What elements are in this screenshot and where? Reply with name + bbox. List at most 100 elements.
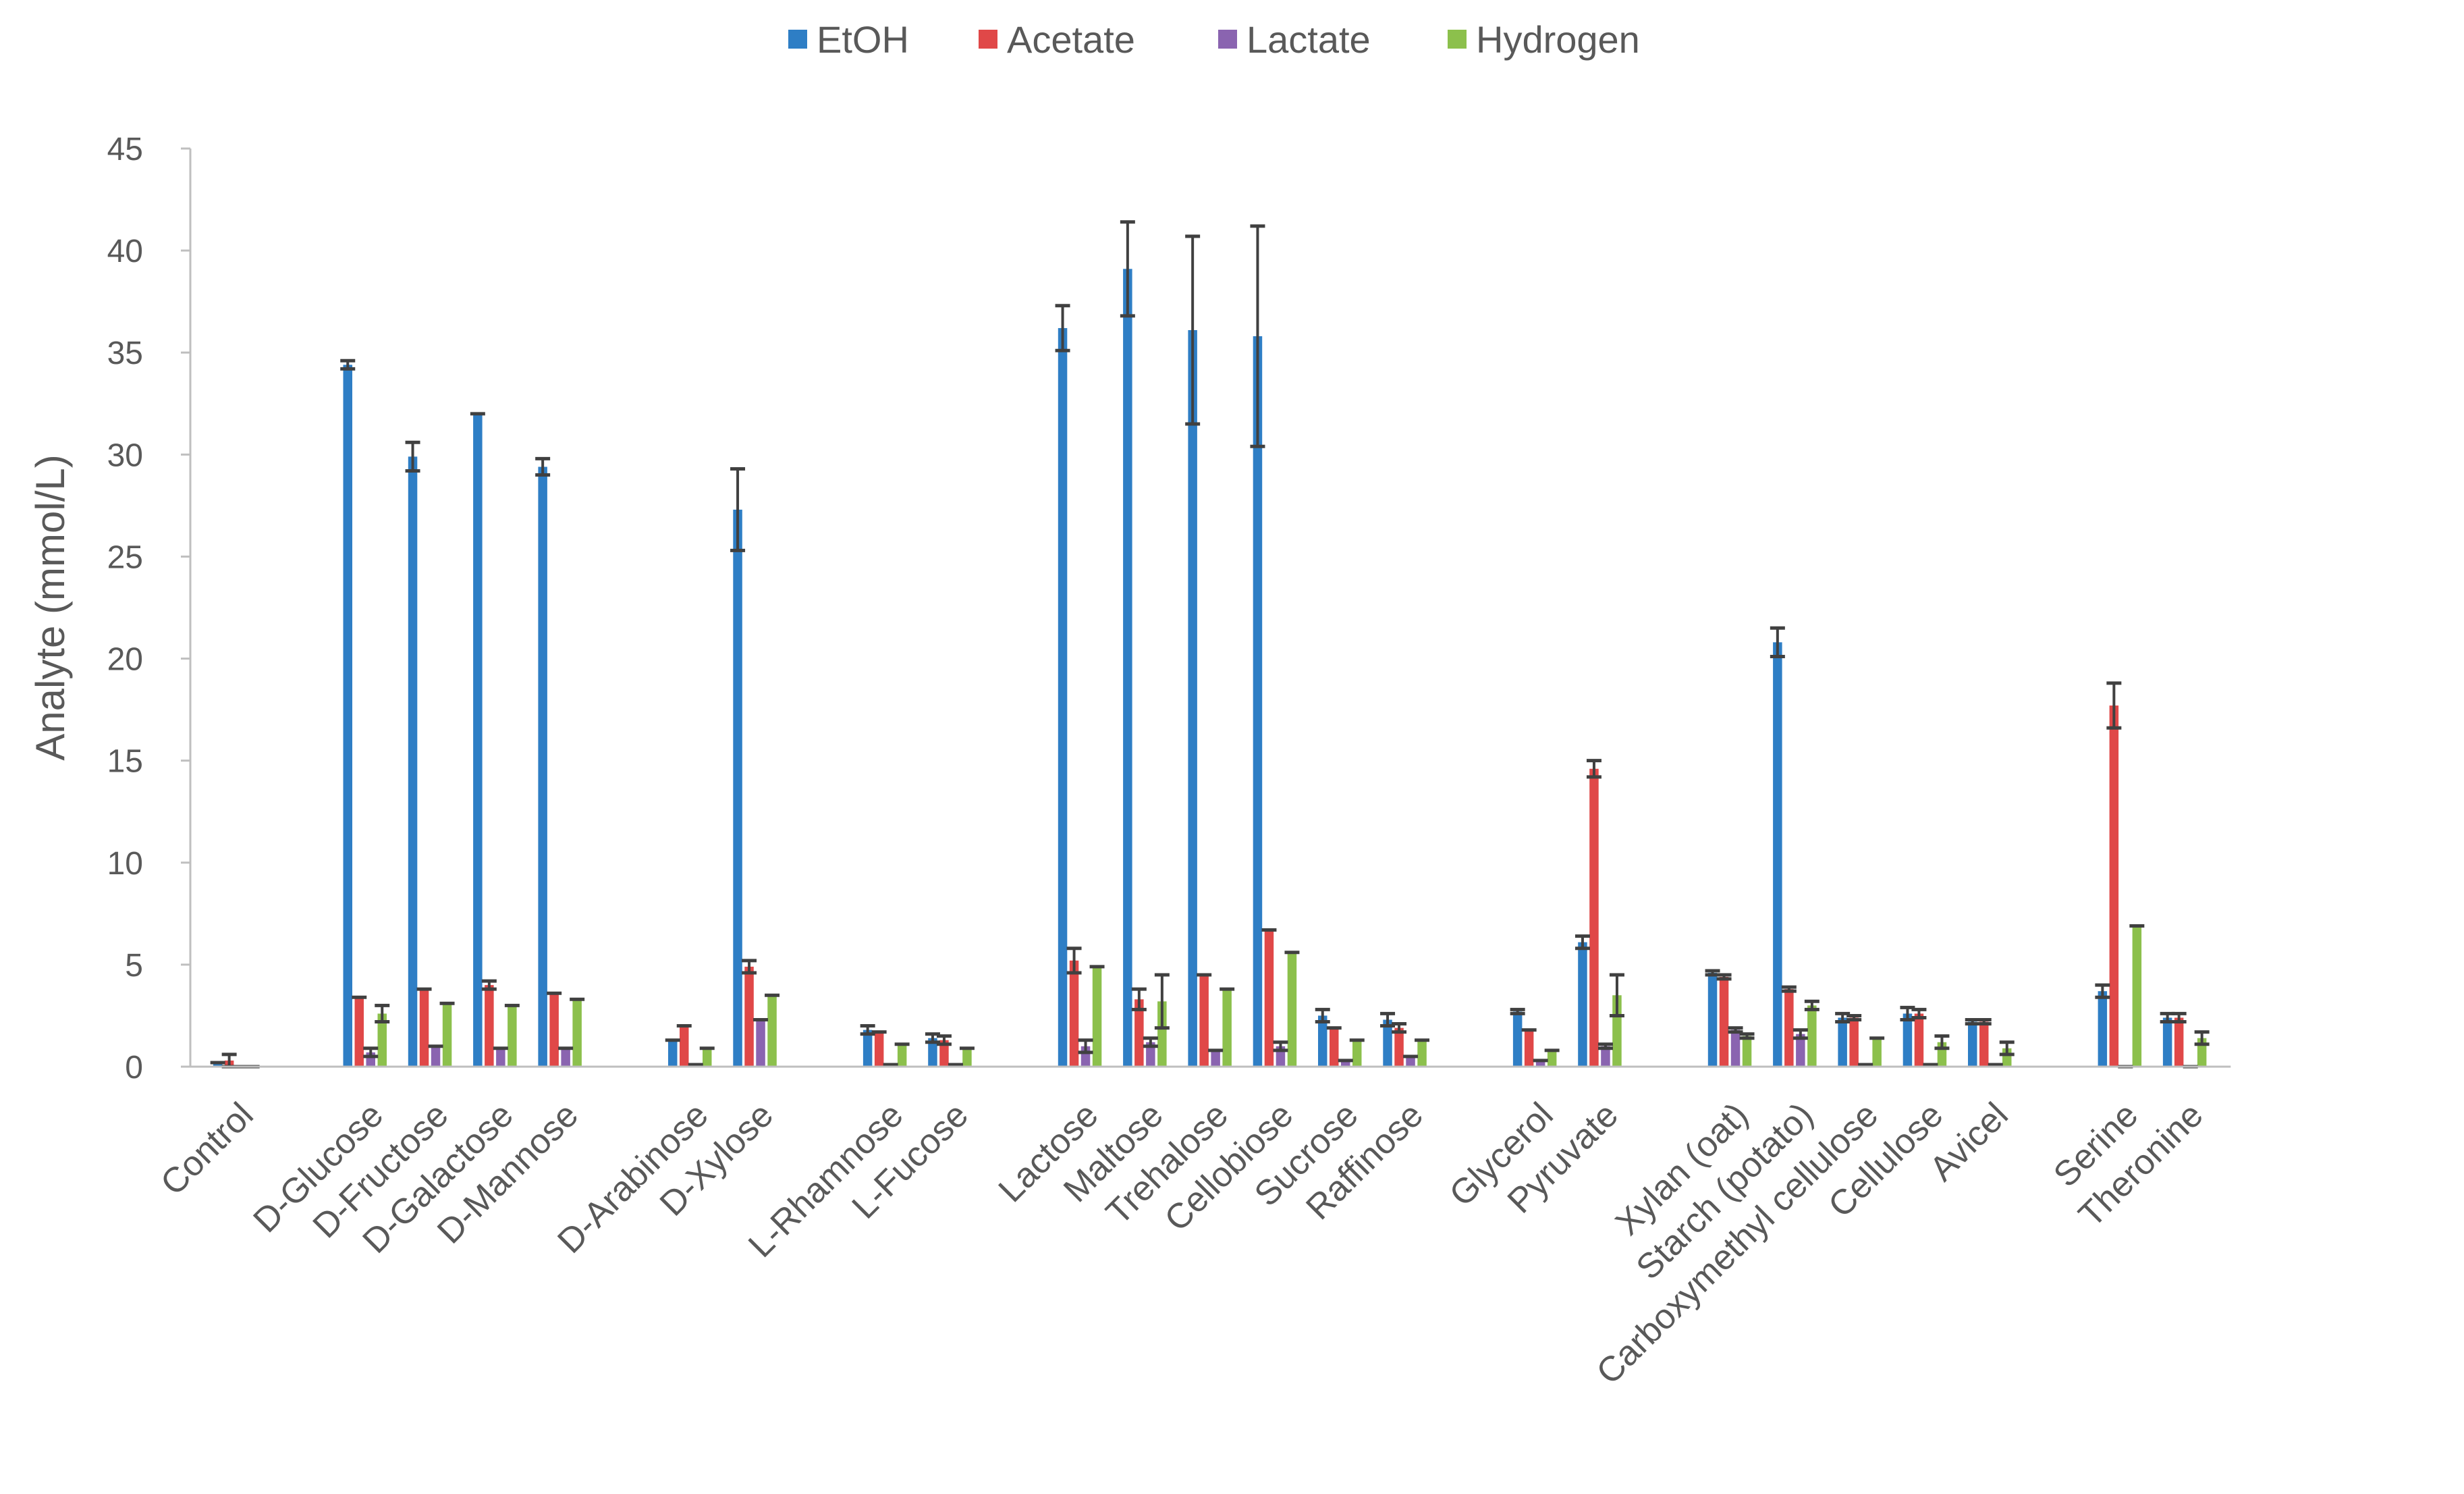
bar-hydrogen-d-mannose	[572, 999, 582, 1067]
bar-acetate-trehalose	[1199, 975, 1209, 1067]
y-tick-label: 40	[107, 234, 143, 269]
error-bars	[210, 220, 2210, 1069]
y-tick-label: 20	[107, 642, 143, 678]
y-tick-label: 5	[125, 948, 143, 984]
bar-hydrogen-glycerol	[1547, 1050, 1557, 1067]
bar-etoh-cellobiose	[1253, 336, 1263, 1067]
bar-acetate-cellobiose	[1264, 930, 1274, 1067]
y-tick-label: 25	[107, 539, 143, 575]
bar-etoh-l-rhamnose	[863, 1030, 873, 1067]
bar-etoh-avicel	[1968, 1021, 1977, 1067]
bar-lactate-starch-potato	[1796, 1034, 1805, 1067]
bar-hydrogen-pyruvate	[1612, 995, 1622, 1067]
y-tick-label: 10	[107, 846, 143, 882]
y-axis: 0 5 10 15 20 25 30 35 40 45	[107, 132, 192, 1086]
bar-lactate-pyruvate	[1601, 1046, 1610, 1067]
bar-hydrogen-l-fucose	[962, 1048, 972, 1067]
bar-hydrogen-carboxymethyl-cellulose	[1872, 1038, 1882, 1067]
bar-etoh-d-arabinose	[668, 1040, 678, 1067]
y-tick-label: 45	[107, 132, 143, 167]
bar-acetate-d-arabinose	[680, 1025, 689, 1067]
bar-acetate-avicel	[1979, 1021, 1989, 1067]
bar-etoh-d-galactose	[473, 413, 483, 1067]
x-category-label: Control	[153, 1095, 261, 1203]
bar-hydrogen-serine	[2132, 926, 2142, 1067]
bar-acetate-serine	[2109, 705, 2119, 1067]
bar-acetate-raffinose	[1394, 1028, 1404, 1067]
bar-acetate-d-mannose	[549, 993, 559, 1067]
legend-label-acetate: Acetate	[1007, 18, 1135, 61]
bar-acetate-d-glucose	[354, 997, 364, 1067]
bar-lactate-maltose	[1146, 1042, 1155, 1067]
x-axis: ControlD-GlucoseD-FructoseD-GalactoseD-M…	[153, 1065, 2231, 1392]
bar-acetate-l-rhamnose	[874, 1032, 884, 1067]
legend-swatch-etoh	[788, 30, 807, 49]
bar-acetate-d-galactose	[485, 985, 494, 1067]
bar-hydrogen-raffinose	[1417, 1040, 1427, 1067]
y-axis-title: Analyte (mmol/L)	[28, 454, 73, 760]
bar-etoh-l-fucose	[928, 1038, 937, 1067]
bar-hydrogen-d-arabinose	[703, 1048, 712, 1067]
bars	[213, 269, 2207, 1067]
bar-hydrogen-lactose	[1092, 966, 1102, 1067]
bar-lactate-d-galactose	[496, 1048, 505, 1067]
bar-etoh-d-fructose	[408, 456, 418, 1067]
bar-lactate-xylan-oat	[1730, 1030, 1741, 1067]
bar-hydrogen-starch-potato	[1807, 1005, 1817, 1067]
bar-hydrogen-d-glucose	[377, 1013, 387, 1067]
bar-lactate-d-mannose	[561, 1048, 570, 1067]
bar-acetate-maltose	[1134, 999, 1144, 1067]
y-tick-label: 15	[107, 744, 143, 780]
bar-acetate-cellulose	[1914, 1013, 1924, 1067]
bar-hydrogen-d-galactose	[508, 1005, 517, 1067]
bar-hydrogen-l-rhamnose	[897, 1044, 907, 1067]
bar-lactate-sucrose	[1341, 1060, 1350, 1067]
y-tick-label: 30	[107, 437, 143, 473]
bar-acetate-theronine	[2174, 1017, 2184, 1067]
bar-etoh-starch-potato	[1773, 642, 1782, 1067]
legend-label-etoh: EtOH	[817, 18, 909, 61]
bar-hydrogen-cellobiose	[1287, 952, 1297, 1067]
bar-etoh-serine	[2098, 991, 2108, 1067]
bar-acetate-pyruvate	[1589, 768, 1599, 1067]
bar-acetate-l-fucose	[939, 1040, 949, 1067]
bar-etoh-glycerol	[1512, 1011, 1523, 1067]
bar-etoh-d-xylose	[733, 509, 742, 1067]
bar-lactate-trehalose	[1211, 1050, 1220, 1067]
bar-etoh-maltose	[1123, 269, 1132, 1067]
bar-etoh-d-glucose	[343, 365, 352, 1067]
legend-label-lactate: Lactate	[1247, 18, 1371, 61]
bar-etoh-theronine	[2162, 1017, 2172, 1067]
legend-swatch-hydrogen	[1448, 30, 1467, 49]
bar-acetate-lactose	[1069, 960, 1079, 1067]
legend-label-hydrogen: Hydrogen	[1476, 18, 1640, 61]
bar-acetate-sucrose	[1330, 1028, 1339, 1067]
y-tick-label: 35	[107, 336, 143, 371]
bar-etoh-raffinose	[1383, 1019, 1392, 1067]
bar-etoh-d-mannose	[538, 466, 547, 1067]
bar-hydrogen-sucrose	[1352, 1040, 1362, 1067]
bar-hydrogen-d-xylose	[767, 995, 777, 1067]
bar-etoh-pyruvate	[1578, 942, 1587, 1067]
bar-etoh-xylan-oat	[1707, 972, 1718, 1067]
bar-acetate-carboxymethyl-cellulose	[1849, 1017, 1859, 1067]
bar-lactate-d-xylose	[756, 1019, 765, 1067]
bar-lactate-d-fructose	[431, 1046, 441, 1067]
legend-swatch-acetate	[979, 30, 997, 49]
y-tick-label: 0	[125, 1050, 143, 1086]
bar-acetate-starch-potato	[1784, 989, 1794, 1067]
bar-acetate-d-fructose	[419, 989, 429, 1067]
bar-etoh-cellulose	[1902, 1013, 1913, 1067]
bar-lactate-glycerol	[1535, 1060, 1545, 1067]
bar-lactate-raffinose	[1406, 1056, 1415, 1067]
legend: EtOH Acetate Lactate Hydrogen	[788, 18, 1640, 61]
bar-etoh-sucrose	[1318, 1015, 1327, 1067]
bar-hydrogen-trehalose	[1222, 989, 1232, 1067]
bar-hydrogen-xylan-oat	[1742, 1036, 1752, 1067]
bar-etoh-lactose	[1058, 327, 1068, 1067]
bar-etoh-trehalose	[1188, 329, 1197, 1067]
bar-acetate-xylan-oat	[1719, 977, 1729, 1067]
bar-hydrogen-d-fructose	[442, 1003, 452, 1067]
bar-etoh-carboxymethyl-cellulose	[1838, 1017, 1847, 1067]
